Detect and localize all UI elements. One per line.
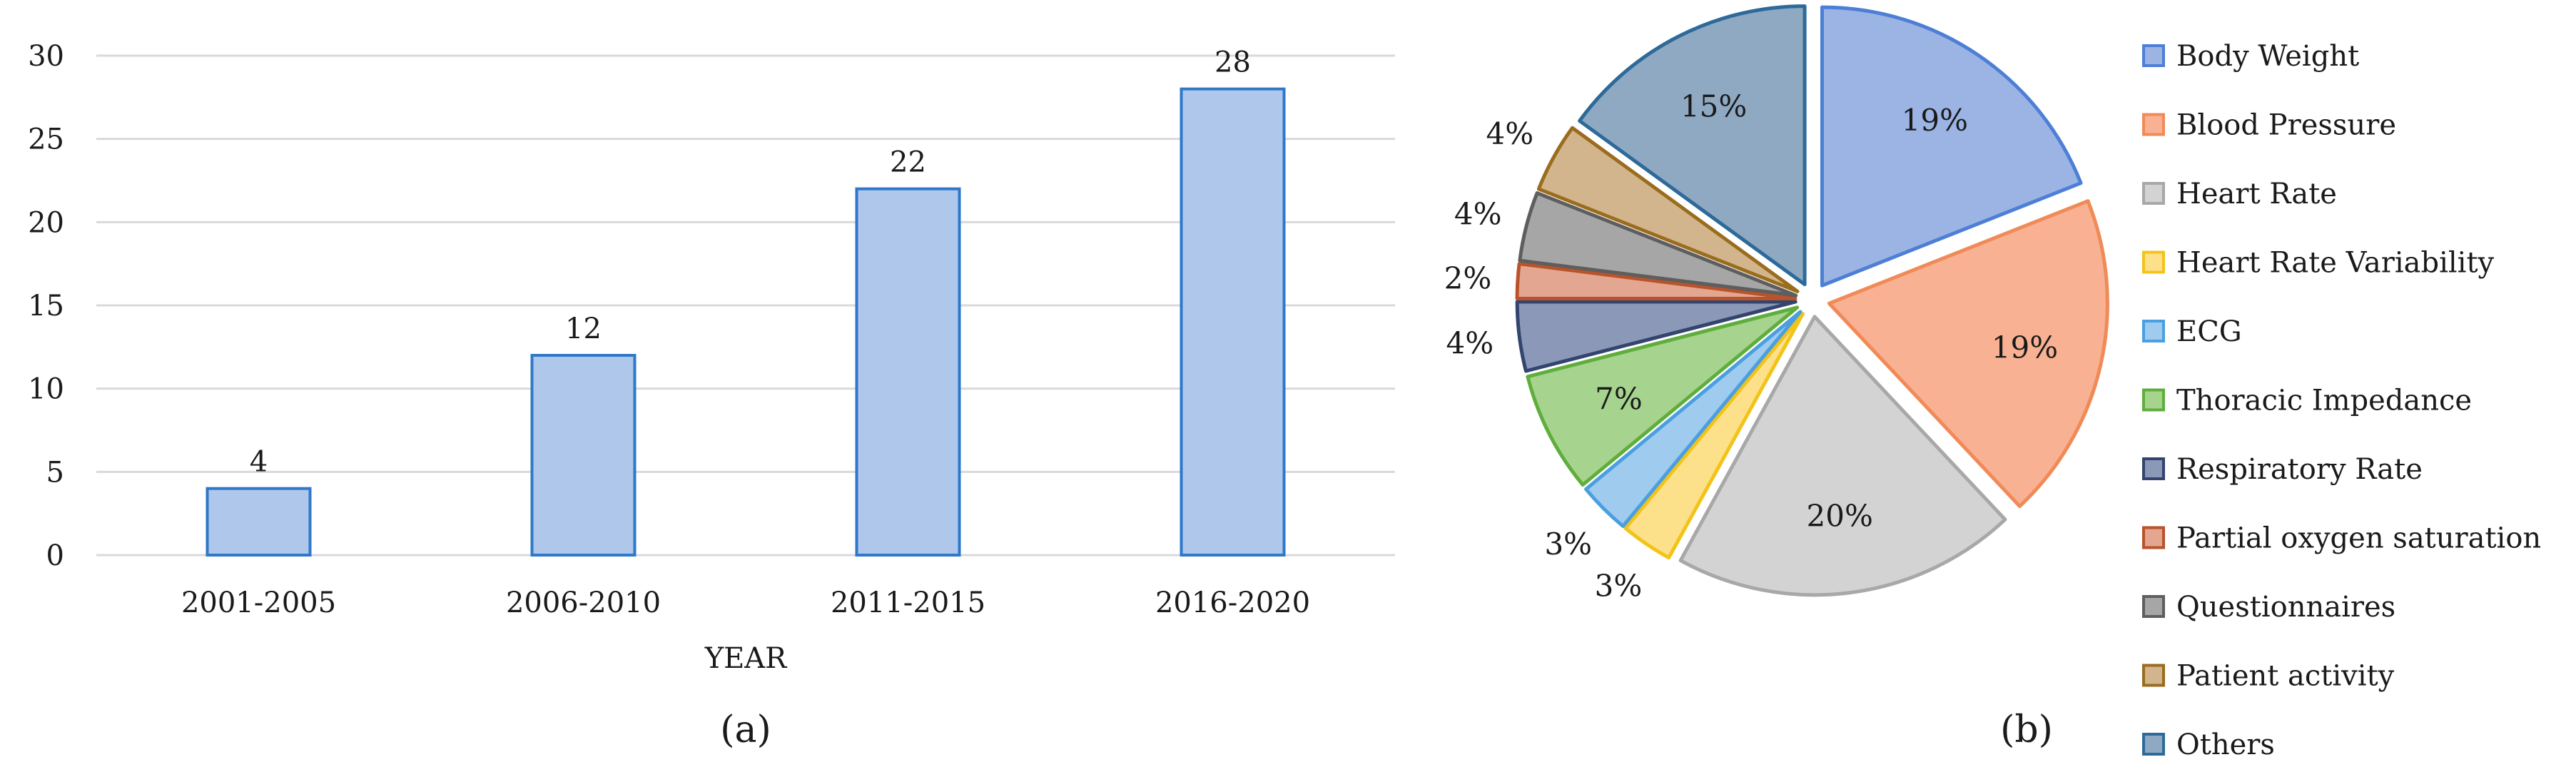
bar-data-label: 4 <box>250 446 268 479</box>
pie-chart-data-labels: 19% 19% 20% 3%3% 7% 4% 2% 4% 4% 15% <box>1444 88 2059 603</box>
pie-slice <box>1623 312 1805 560</box>
legend-swatch <box>2142 733 2165 756</box>
legend-item: Heart Rate Variability <box>2142 247 2495 280</box>
legend-label: Heart Rate <box>2176 178 2337 210</box>
pie-slice <box>1578 4 1807 287</box>
bar-data-label: 22 <box>890 146 926 179</box>
pie-data-label: 19% <box>1992 330 2058 365</box>
x-tick-label: 2016-2020 <box>1155 586 1310 619</box>
legend-item: Heart Rate <box>2142 178 2337 210</box>
pie-data-label: 19% <box>1902 103 1968 138</box>
pie-slice <box>1820 5 2083 288</box>
bar-chart-gridlines <box>96 54 1395 557</box>
legend-swatch <box>2142 526 2165 549</box>
pie-data-label: 4% <box>1454 197 1502 232</box>
pie-chart-panel: 19% 19% 20% 3%3% 7% 4% 2% 4% 4% 15% Body Weight Bl… <box>1444 4 2541 761</box>
bar-chart-x-axis-title: YEAR <box>704 642 788 675</box>
legend-item: Respiratory Rate <box>2142 453 2423 486</box>
pie-data-label: 4% <box>1446 326 1494 361</box>
legend-swatch <box>2142 388 2165 412</box>
pie-slice <box>1536 126 1800 293</box>
pie-slice <box>1526 305 1800 487</box>
legend-swatch <box>2142 595 2165 618</box>
legend-item: Thoracic Impedance <box>2142 385 2472 417</box>
legend-swatch <box>2142 250 2165 274</box>
legend-swatch <box>2142 457 2165 480</box>
x-tick-label: 2011-2015 <box>831 586 985 619</box>
legend-item: Questionnaires <box>2142 591 2395 624</box>
legend-label: Thoracic Impedance <box>2176 385 2472 417</box>
bar-chart-x-tick-labels: 2001-2005 2006-2010 2011-2015 2016-2020 <box>181 586 1310 619</box>
y-tick-label: 0 <box>46 539 64 572</box>
pie-data-label: 15% <box>1680 88 1747 123</box>
legend-swatch <box>2142 664 2165 687</box>
legend-label: Others <box>2176 728 2275 761</box>
bar-data-label: 12 <box>565 313 602 345</box>
bar-chart-bars <box>206 87 1286 557</box>
bar-chart-y-tick-labels: 0 5 10 15 20 25 30 <box>28 40 64 572</box>
pie-data-label: 3% <box>1544 527 1592 562</box>
legend-item: ECG <box>2142 315 2242 348</box>
legend-label: Blood Pressure <box>2176 109 2396 142</box>
y-tick-label: 30 <box>28 40 64 73</box>
legend-label: Respiratory Rate <box>2176 453 2423 486</box>
x-tick-label: 2006-2010 <box>506 586 661 619</box>
pie-slice <box>1518 191 1798 298</box>
legend-item: Others <box>2142 728 2275 761</box>
legend-swatch <box>2142 182 2165 205</box>
y-tick-label: 20 <box>28 206 64 239</box>
legend-swatch <box>2142 44 2165 67</box>
legend-label: Questionnaires <box>2176 591 2395 624</box>
x-tick-label: 2001-2005 <box>181 586 336 619</box>
legend-item: Patient activity <box>2142 660 2395 693</box>
legend-label: Partial oxygen saturation <box>2176 522 2541 555</box>
panel-label-b: (b) <box>2000 709 2053 751</box>
legend-swatch <box>2142 113 2165 136</box>
pie-data-label: 7% <box>1595 381 1643 416</box>
pie-slice <box>1515 262 1797 300</box>
legend-label: ECG <box>2176 315 2242 348</box>
bar <box>855 187 961 557</box>
bar <box>530 354 637 557</box>
legend-item: Blood Pressure <box>2142 109 2396 142</box>
pie-data-label: 4% <box>1486 116 1534 151</box>
y-tick-label: 5 <box>46 456 64 489</box>
pie-slice <box>1827 199 2109 509</box>
panel-label-a: (a) <box>720 709 771 751</box>
y-tick-label: 15 <box>28 290 64 323</box>
legend-label: Patient activity <box>2176 660 2395 693</box>
bar-data-label: 28 <box>1215 46 1251 79</box>
pie-slice <box>1515 300 1797 373</box>
pie-data-label: 2% <box>1444 261 1492 296</box>
pie-data-label: 20% <box>1807 498 1873 533</box>
legend-label: Body Weight <box>2176 40 2359 73</box>
legend-swatch <box>2142 320 2165 342</box>
legend-item: Body Weight <box>2142 40 2359 73</box>
pie-slice <box>1678 315 2007 597</box>
pie-chart-slices <box>1515 4 2109 597</box>
legend-label: Heart Rate Variability <box>2176 247 2495 280</box>
pie-slice <box>1584 310 1802 528</box>
y-tick-label: 25 <box>28 123 64 156</box>
bar <box>1180 87 1286 557</box>
y-tick-label: 10 <box>28 373 64 406</box>
pie-chart-legend: Body Weight Blood Pressure Heart Rate Heart… <box>2142 40 2541 761</box>
bar <box>206 487 312 557</box>
legend-item: Partial oxygen saturation <box>2142 522 2541 555</box>
bar-chart-data-labels: 4 12 22 28 <box>250 46 1251 479</box>
pie-data-label: 3% <box>1595 568 1643 603</box>
